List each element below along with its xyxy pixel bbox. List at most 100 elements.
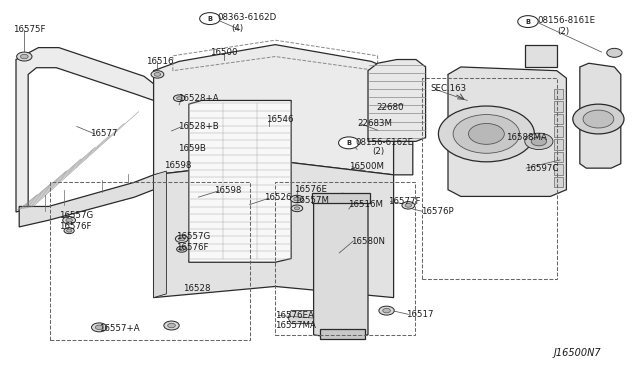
Circle shape bbox=[92, 323, 107, 332]
Text: 16557M: 16557M bbox=[294, 196, 330, 205]
Circle shape bbox=[179, 237, 185, 241]
Polygon shape bbox=[554, 152, 563, 162]
Text: 16576P: 16576P bbox=[421, 207, 454, 216]
Text: 16557MA: 16557MA bbox=[275, 321, 316, 330]
Circle shape bbox=[173, 95, 185, 102]
Circle shape bbox=[63, 217, 76, 224]
Bar bbox=[50, 182, 250, 340]
Text: 16598: 16598 bbox=[164, 161, 191, 170]
Circle shape bbox=[179, 248, 184, 251]
Polygon shape bbox=[368, 60, 426, 141]
Text: 16516M: 16516M bbox=[348, 200, 383, 209]
Text: B: B bbox=[525, 19, 531, 25]
Circle shape bbox=[168, 323, 175, 328]
Text: 16546: 16546 bbox=[266, 115, 293, 124]
Circle shape bbox=[438, 106, 534, 162]
Circle shape bbox=[175, 235, 188, 243]
Text: 16575F: 16575F bbox=[13, 25, 45, 34]
Text: 16557G: 16557G bbox=[176, 232, 211, 241]
Text: 08363-6162D: 08363-6162D bbox=[218, 13, 277, 22]
Polygon shape bbox=[320, 329, 365, 339]
Text: SEC.163: SEC.163 bbox=[430, 84, 466, 93]
Circle shape bbox=[453, 115, 520, 153]
Polygon shape bbox=[19, 175, 154, 227]
Polygon shape bbox=[554, 164, 563, 175]
Circle shape bbox=[20, 54, 28, 59]
Text: 22680: 22680 bbox=[376, 103, 404, 112]
Text: 16500M: 16500M bbox=[349, 162, 385, 171]
Polygon shape bbox=[580, 63, 621, 168]
Circle shape bbox=[95, 325, 103, 330]
Polygon shape bbox=[288, 311, 314, 324]
Circle shape bbox=[379, 306, 394, 315]
Circle shape bbox=[405, 203, 412, 207]
Circle shape bbox=[177, 97, 182, 100]
Text: (2): (2) bbox=[372, 147, 385, 156]
Polygon shape bbox=[154, 45, 394, 175]
Circle shape bbox=[294, 207, 300, 210]
Text: 16576F: 16576F bbox=[59, 222, 92, 231]
Circle shape bbox=[583, 110, 614, 128]
Text: 16576EA: 16576EA bbox=[275, 311, 314, 320]
Text: 16528: 16528 bbox=[183, 284, 211, 293]
Polygon shape bbox=[525, 45, 557, 67]
Circle shape bbox=[151, 71, 164, 78]
Circle shape bbox=[200, 13, 220, 25]
Text: 08156-6162E: 08156-6162E bbox=[356, 138, 414, 147]
Text: 16588MA: 16588MA bbox=[506, 133, 547, 142]
Circle shape bbox=[339, 137, 359, 149]
Circle shape bbox=[573, 104, 624, 134]
Text: 16576F: 16576F bbox=[176, 243, 209, 252]
Text: 16516: 16516 bbox=[146, 57, 173, 66]
Text: 16526: 16526 bbox=[264, 193, 291, 202]
Text: (2): (2) bbox=[557, 27, 569, 36]
Circle shape bbox=[154, 73, 161, 76]
Circle shape bbox=[531, 137, 547, 146]
Text: J16500N7: J16500N7 bbox=[554, 348, 602, 358]
Text: B: B bbox=[346, 140, 351, 146]
Circle shape bbox=[17, 52, 32, 61]
Text: 08156-8161E: 08156-8161E bbox=[538, 16, 596, 25]
Polygon shape bbox=[554, 177, 563, 187]
Text: B: B bbox=[207, 16, 212, 22]
Circle shape bbox=[607, 48, 622, 57]
Polygon shape bbox=[554, 139, 563, 150]
Circle shape bbox=[525, 133, 553, 150]
Text: 16597C: 16597C bbox=[525, 164, 558, 173]
Text: 16500: 16500 bbox=[210, 48, 237, 57]
Circle shape bbox=[518, 16, 538, 28]
Polygon shape bbox=[554, 126, 563, 137]
Polygon shape bbox=[314, 193, 368, 339]
Circle shape bbox=[468, 124, 504, 144]
Circle shape bbox=[67, 229, 72, 232]
Text: (4): (4) bbox=[232, 24, 244, 33]
Text: 16598: 16598 bbox=[214, 186, 242, 195]
Polygon shape bbox=[189, 100, 291, 262]
Polygon shape bbox=[394, 89, 413, 175]
Circle shape bbox=[64, 228, 74, 234]
Text: 16528+B: 16528+B bbox=[178, 122, 219, 131]
Polygon shape bbox=[554, 101, 563, 112]
Polygon shape bbox=[16, 48, 154, 212]
Circle shape bbox=[291, 195, 303, 203]
Bar bbox=[275, 182, 415, 335]
Polygon shape bbox=[554, 114, 563, 124]
Text: 16577F: 16577F bbox=[388, 197, 421, 206]
Text: 16528+A: 16528+A bbox=[178, 94, 218, 103]
Polygon shape bbox=[154, 171, 166, 298]
Circle shape bbox=[291, 205, 303, 212]
Circle shape bbox=[177, 246, 187, 252]
Text: 16557G: 16557G bbox=[59, 211, 93, 220]
Circle shape bbox=[164, 321, 179, 330]
Polygon shape bbox=[448, 67, 566, 196]
Polygon shape bbox=[312, 193, 370, 203]
Text: 16576E: 16576E bbox=[294, 185, 328, 194]
Polygon shape bbox=[154, 161, 394, 298]
Text: 16517: 16517 bbox=[406, 310, 433, 319]
Circle shape bbox=[383, 308, 390, 313]
Circle shape bbox=[66, 218, 72, 222]
Bar bbox=[422, 78, 557, 279]
Text: 16580N: 16580N bbox=[351, 237, 385, 246]
Text: 22683M: 22683M bbox=[357, 119, 392, 128]
Text: 1659B: 1659B bbox=[178, 144, 206, 153]
